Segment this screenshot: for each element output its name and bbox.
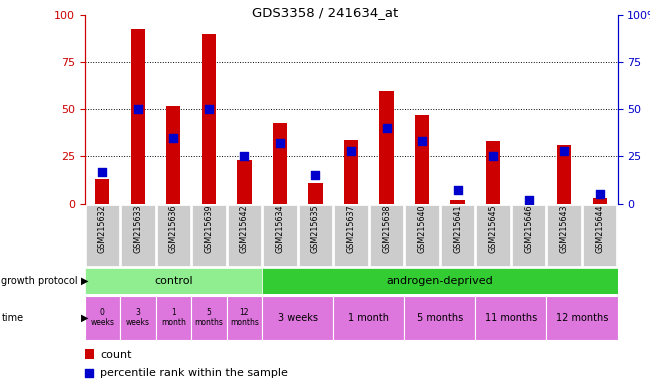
FancyBboxPatch shape — [86, 205, 119, 266]
Point — [84, 369, 94, 376]
Text: control: control — [154, 276, 192, 286]
Text: GSM215637: GSM215637 — [346, 205, 356, 253]
FancyBboxPatch shape — [157, 205, 190, 266]
Bar — [380, 91, 394, 204]
FancyBboxPatch shape — [583, 205, 616, 266]
Text: time: time — [1, 313, 23, 323]
FancyBboxPatch shape — [404, 296, 475, 340]
Bar — [95, 179, 109, 204]
FancyBboxPatch shape — [227, 296, 262, 340]
Text: 12
months: 12 months — [230, 308, 259, 328]
Point — [417, 138, 427, 144]
Text: ▶: ▶ — [81, 313, 89, 323]
Text: GSM215636: GSM215636 — [169, 205, 178, 253]
Bar — [308, 183, 322, 204]
Point — [595, 191, 605, 197]
Bar — [344, 139, 358, 204]
Point — [523, 197, 534, 203]
Text: 1
month: 1 month — [161, 308, 186, 328]
FancyBboxPatch shape — [299, 205, 332, 266]
FancyBboxPatch shape — [475, 296, 547, 340]
Point — [488, 154, 499, 160]
Text: androgen-deprived: androgen-deprived — [387, 276, 493, 286]
FancyBboxPatch shape — [547, 296, 618, 340]
FancyBboxPatch shape — [84, 296, 120, 340]
Text: 5 months: 5 months — [417, 313, 463, 323]
FancyBboxPatch shape — [263, 205, 296, 266]
Text: 3 weeks: 3 weeks — [278, 313, 318, 323]
Text: GSM215640: GSM215640 — [417, 205, 426, 253]
Text: 11 months: 11 months — [485, 313, 537, 323]
Point — [133, 106, 143, 113]
Point — [382, 125, 392, 131]
Bar — [450, 200, 465, 204]
Text: GSM215645: GSM215645 — [489, 205, 498, 253]
FancyBboxPatch shape — [84, 268, 262, 294]
Text: percentile rank within the sample: percentile rank within the sample — [101, 367, 289, 377]
Point — [310, 172, 320, 179]
Text: GSM215639: GSM215639 — [204, 205, 213, 253]
Bar — [202, 34, 216, 204]
Text: GSM215634: GSM215634 — [276, 205, 285, 253]
Text: GSM215644: GSM215644 — [595, 205, 604, 253]
FancyBboxPatch shape — [121, 205, 155, 266]
FancyBboxPatch shape — [120, 296, 155, 340]
Text: 0
weeks: 0 weeks — [90, 308, 114, 328]
FancyBboxPatch shape — [476, 205, 510, 266]
Text: GSM215632: GSM215632 — [98, 205, 107, 253]
FancyBboxPatch shape — [406, 205, 439, 266]
Text: GSM215646: GSM215646 — [524, 205, 533, 253]
FancyBboxPatch shape — [262, 296, 333, 340]
Text: GSM215641: GSM215641 — [453, 205, 462, 253]
Text: 3
weeks: 3 weeks — [126, 308, 150, 328]
Bar — [486, 141, 500, 204]
FancyBboxPatch shape — [370, 205, 403, 266]
Text: 1 month: 1 month — [348, 313, 389, 323]
Point — [346, 148, 356, 154]
Text: GSM215642: GSM215642 — [240, 205, 249, 253]
Text: GSM215635: GSM215635 — [311, 205, 320, 253]
Text: 12 months: 12 months — [556, 313, 608, 323]
FancyBboxPatch shape — [191, 296, 227, 340]
Text: ▶: ▶ — [81, 276, 89, 286]
Bar — [273, 122, 287, 204]
Text: GSM215643: GSM215643 — [560, 205, 569, 253]
Text: growth protocol: growth protocol — [1, 276, 78, 286]
Text: GSM215638: GSM215638 — [382, 205, 391, 253]
Bar — [131, 28, 145, 204]
FancyBboxPatch shape — [547, 205, 581, 266]
FancyBboxPatch shape — [333, 296, 404, 340]
Bar — [593, 198, 607, 204]
FancyBboxPatch shape — [155, 296, 191, 340]
Point — [97, 169, 107, 175]
FancyBboxPatch shape — [512, 205, 545, 266]
Point — [559, 148, 569, 154]
Bar — [237, 160, 252, 204]
Bar — [166, 106, 181, 204]
Bar — [84, 349, 94, 359]
Text: GDS3358 / 241634_at: GDS3358 / 241634_at — [252, 6, 398, 19]
FancyBboxPatch shape — [441, 205, 474, 266]
FancyBboxPatch shape — [227, 205, 261, 266]
Point — [275, 140, 285, 146]
Bar — [415, 115, 429, 204]
Text: GSM215633: GSM215633 — [133, 205, 142, 253]
FancyBboxPatch shape — [192, 205, 226, 266]
FancyBboxPatch shape — [262, 268, 618, 294]
Point — [239, 154, 250, 160]
Text: count: count — [101, 350, 132, 360]
FancyBboxPatch shape — [334, 205, 368, 266]
Point — [203, 106, 214, 113]
Point — [168, 135, 179, 141]
Point — [452, 187, 463, 194]
Bar — [557, 145, 571, 204]
Text: 5
months: 5 months — [194, 308, 224, 328]
